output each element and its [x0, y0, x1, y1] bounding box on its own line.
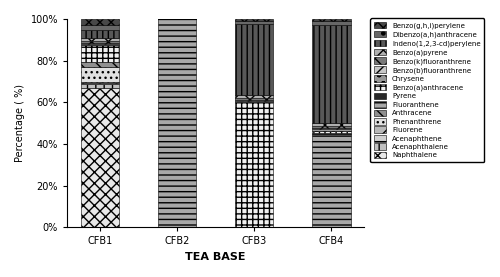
Bar	[80, 88, 119, 227]
Bar	[80, 84, 119, 88]
Bar	[235, 19, 274, 21]
Bar	[80, 30, 119, 38]
Bar	[235, 100, 274, 101]
Bar	[80, 19, 119, 25]
Y-axis label: Percentage ( %): Percentage ( %)	[15, 84, 25, 162]
Bar	[312, 19, 350, 21]
Bar	[312, 21, 350, 25]
Bar	[80, 43, 119, 44]
Bar	[158, 19, 196, 227]
Bar	[312, 25, 350, 123]
Bar	[235, 98, 274, 100]
Bar	[235, 95, 274, 98]
Bar	[235, 101, 274, 102]
Bar	[80, 38, 119, 41]
X-axis label: TEA BASE: TEA BASE	[186, 252, 246, 262]
Bar	[312, 134, 350, 227]
Bar	[235, 24, 274, 95]
Bar	[312, 129, 350, 130]
Bar	[312, 126, 350, 129]
Bar	[80, 83, 119, 84]
Bar	[235, 21, 274, 24]
Bar	[80, 67, 119, 81]
Bar	[80, 45, 119, 62]
Bar	[80, 62, 119, 67]
Bar	[312, 133, 350, 134]
Bar	[312, 130, 350, 133]
Bar	[235, 102, 274, 227]
Bar	[80, 81, 119, 83]
Bar	[80, 25, 119, 30]
Bar	[80, 41, 119, 43]
Bar	[80, 44, 119, 45]
Legend: Benzo(g,h,i)perylene, Dibenzo(a,h)anthracene, Indeno(1,2,3-cd)perylene, Benzo(a): Benzo(g,h,i)perylene, Dibenzo(a,h)anthra…	[370, 18, 484, 162]
Bar	[312, 123, 350, 126]
